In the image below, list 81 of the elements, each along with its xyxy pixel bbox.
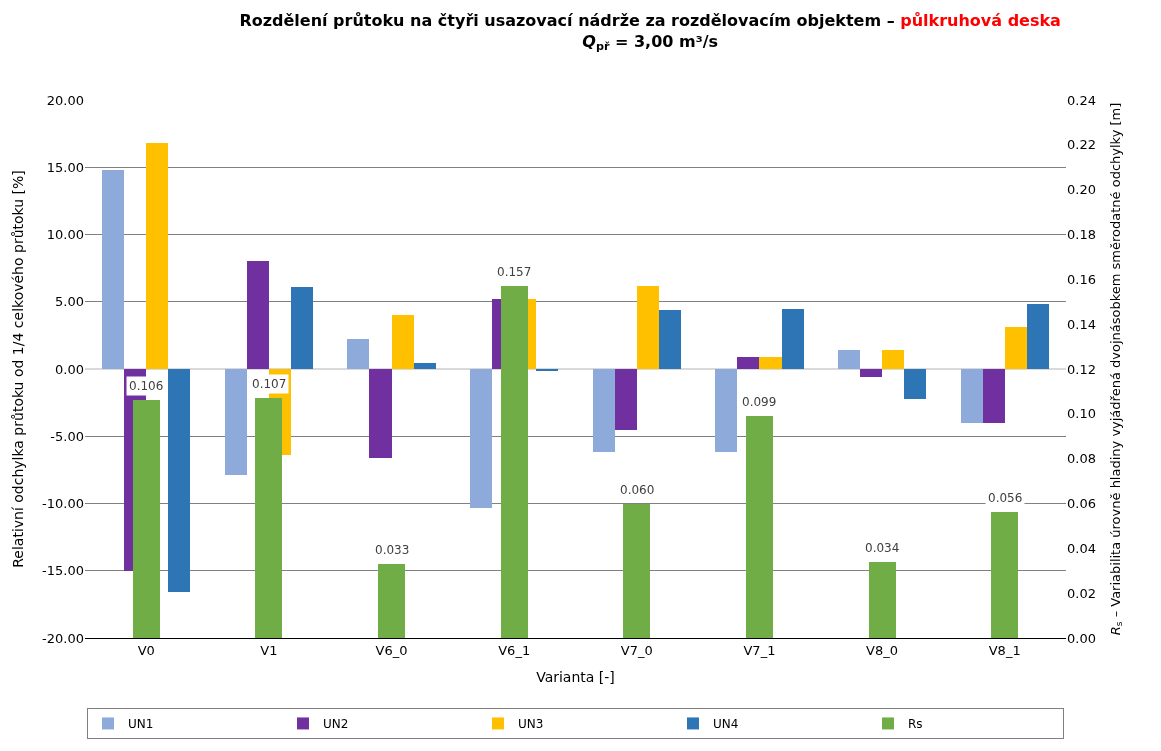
y2-tick-label: 0.02 bbox=[1067, 585, 1096, 601]
y-tick-label: -15.00 bbox=[42, 563, 84, 579]
bar bbox=[746, 416, 773, 638]
bar bbox=[615, 369, 637, 430]
y2-tick-label: 0.00 bbox=[1067, 630, 1096, 646]
y-tick-label: 15.00 bbox=[46, 159, 84, 175]
x-tick-label: V7_0 bbox=[620, 642, 653, 658]
x-tick-label: V7_1 bbox=[743, 642, 776, 658]
data-label: 0.157 bbox=[497, 265, 532, 279]
legend-label: UN4 bbox=[713, 717, 739, 732]
bar bbox=[904, 369, 926, 399]
x-axis-title: Varianta [-] bbox=[536, 668, 615, 685]
bar bbox=[882, 350, 904, 369]
bar bbox=[225, 369, 247, 475]
x-tick-label: V8_1 bbox=[988, 642, 1021, 658]
bar bbox=[247, 261, 269, 369]
bar bbox=[782, 309, 804, 369]
legend-label: UN2 bbox=[323, 717, 349, 732]
bar bbox=[291, 287, 313, 369]
y2-tick-label: 0.20 bbox=[1067, 182, 1096, 198]
bar bbox=[378, 564, 405, 638]
data-label: 0.034 bbox=[865, 541, 900, 555]
y2-tick-label: 0.12 bbox=[1067, 361, 1096, 377]
legend-label: UN1 bbox=[128, 717, 154, 732]
x-tick-label: V0 bbox=[137, 642, 155, 658]
bar bbox=[759, 357, 782, 369]
y2-tick-label: 0.16 bbox=[1067, 271, 1096, 287]
bar bbox=[255, 398, 282, 638]
bar bbox=[102, 170, 124, 369]
bar bbox=[347, 339, 369, 369]
x-tick-label: V8_0 bbox=[866, 642, 899, 658]
y2-tick-label: 0.10 bbox=[1067, 406, 1096, 422]
y-axis-title: Relativní odchylka průtoku od 1/4 celkového průtoku [%] bbox=[9, 170, 26, 568]
y2-tick-label: 0.06 bbox=[1067, 496, 1096, 512]
bar bbox=[1027, 304, 1049, 369]
x-tick-label: V1 bbox=[260, 642, 278, 658]
y-tick-label: -5.00 bbox=[50, 428, 84, 444]
legend-label: UN3 bbox=[518, 717, 544, 732]
y-tick-label: 10.00 bbox=[46, 227, 84, 243]
data-label: 0.106 bbox=[129, 379, 164, 393]
data-label: 0.056 bbox=[988, 491, 1023, 505]
bar bbox=[838, 350, 860, 369]
y2-tick-label: 0.08 bbox=[1067, 451, 1096, 467]
bar bbox=[991, 512, 1018, 638]
y2-tick-label: 0.04 bbox=[1067, 540, 1096, 556]
bar bbox=[392, 315, 414, 369]
bar bbox=[860, 369, 882, 377]
y2-tick-label: 0.22 bbox=[1067, 137, 1096, 153]
y-tick-label: 5.00 bbox=[55, 294, 84, 310]
bar bbox=[637, 286, 659, 369]
data-label: 0.033 bbox=[375, 543, 410, 557]
y2-tick-label: 0.24 bbox=[1067, 92, 1096, 108]
bar bbox=[593, 369, 615, 452]
data-label: 0.099 bbox=[742, 395, 777, 409]
bar bbox=[737, 357, 759, 369]
y-tick-label: -20.00 bbox=[42, 630, 84, 646]
x-tick-label: V6_1 bbox=[498, 642, 531, 658]
y2-tick-label: 0.18 bbox=[1067, 227, 1096, 243]
bar bbox=[470, 369, 492, 508]
y2-tick-label: 0.14 bbox=[1067, 316, 1096, 332]
chart-subtitle: Q$_{př}$ = 3,00 m³/s bbox=[582, 32, 719, 54]
bar bbox=[1005, 327, 1027, 369]
chart-title: Rozdělení průtoku na čtyři usazovací nádrže za rozdělovacím objektem – půlkruhová deska bbox=[239, 11, 1061, 31]
legend-label: Rs bbox=[908, 717, 923, 732]
bar bbox=[168, 369, 190, 592]
bar bbox=[501, 286, 528, 638]
y-tick-label: 0.00 bbox=[55, 361, 84, 377]
x-tick-label: V6_0 bbox=[375, 642, 408, 658]
bar bbox=[961, 369, 983, 423]
bar bbox=[369, 369, 392, 458]
y-tick-label: -10.00 bbox=[42, 496, 84, 512]
bar bbox=[659, 310, 681, 369]
bar bbox=[623, 504, 650, 638]
bar bbox=[983, 369, 1005, 423]
y-tick-label: 20.00 bbox=[46, 92, 84, 108]
bar bbox=[146, 143, 168, 369]
data-label: 0.060 bbox=[620, 483, 655, 497]
bar bbox=[715, 369, 737, 452]
bar bbox=[414, 363, 436, 369]
data-label: 0.107 bbox=[252, 377, 287, 391]
bar bbox=[869, 562, 896, 638]
